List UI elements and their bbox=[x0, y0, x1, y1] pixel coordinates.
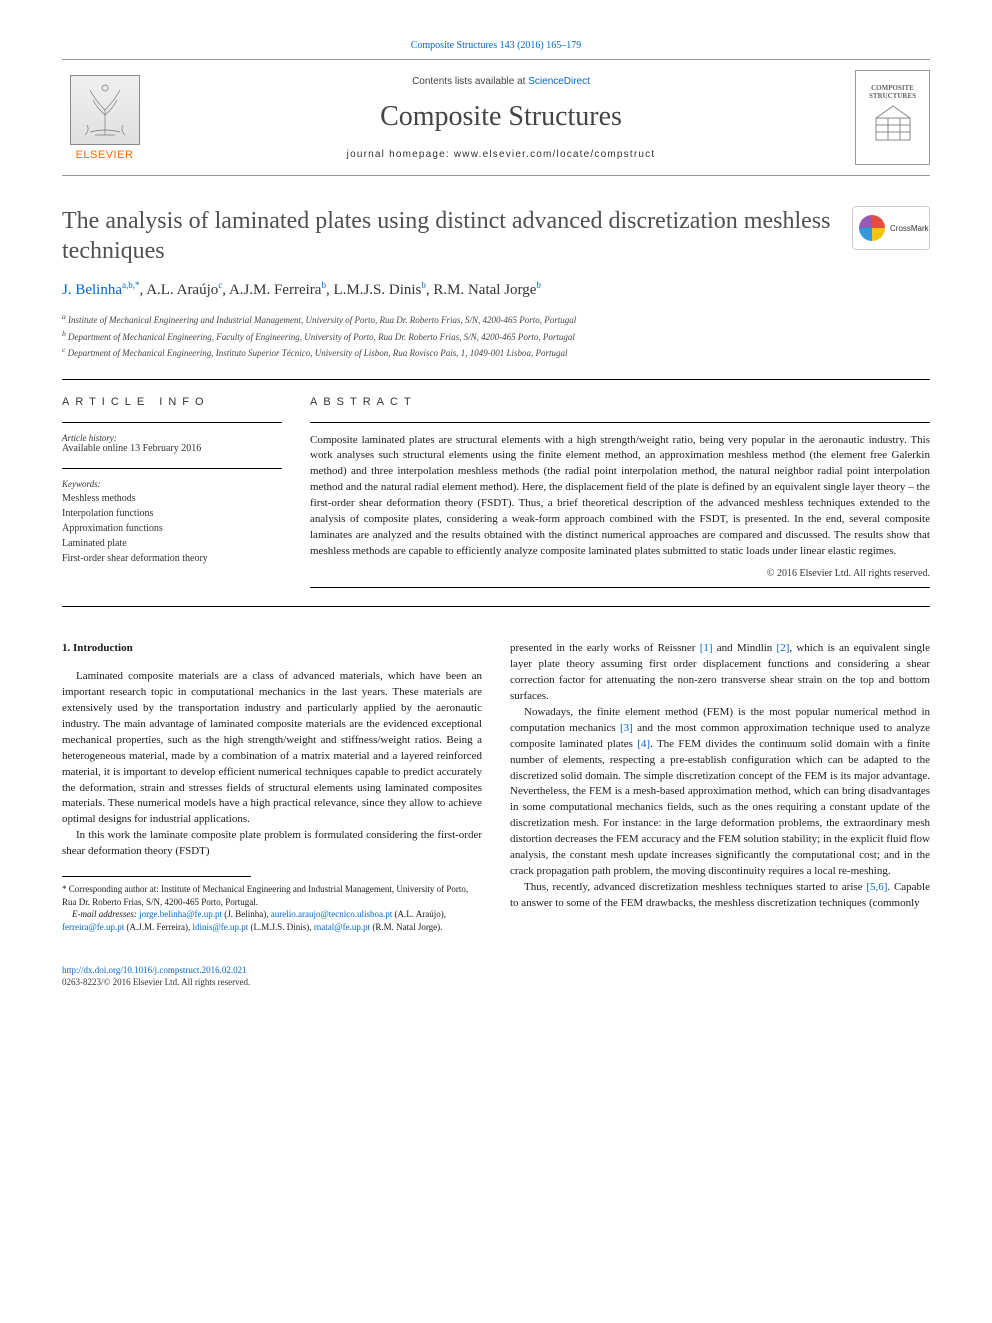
body-paragraph: presented in the early works of Reissner… bbox=[510, 641, 930, 705]
contents-line: Contents lists available at ScienceDirec… bbox=[147, 76, 855, 87]
body-paragraph: Thus, recently, advanced discretization … bbox=[510, 880, 930, 912]
keyword: Interpolation functions bbox=[62, 506, 282, 521]
crossmark-badge[interactable]: CrossMark bbox=[852, 206, 930, 250]
publisher-logo: ELSEVIER bbox=[62, 70, 147, 165]
body-columns: 1. Introduction Laminated composite mate… bbox=[62, 641, 930, 934]
email-link[interactable]: aurelio.araujo@tecnico.ulisboa.pt bbox=[271, 909, 393, 919]
ref-link[interactable]: [1] bbox=[700, 642, 713, 654]
keywords-label: Keywords: bbox=[62, 479, 282, 489]
email-link[interactable]: rnatal@fe.up.pt bbox=[314, 922, 370, 932]
affiliation: b Department of Mechanical Engineering, … bbox=[62, 328, 930, 345]
abstract-heading: ABSTRACT bbox=[310, 396, 930, 408]
article-title: The analysis of laminated plates using d… bbox=[62, 206, 836, 266]
email-footnote: E-mail addresses: jorge.belinha@fe.up.pt… bbox=[62, 908, 482, 933]
email-link[interactable]: ferreira@fe.up.pt bbox=[62, 922, 124, 932]
affiliation: a Institute of Mechanical Engineering an… bbox=[62, 311, 930, 328]
article-info-heading: ARTICLE INFO bbox=[62, 396, 282, 408]
keyword: Approximation functions bbox=[62, 521, 282, 536]
history-label: Article history: bbox=[62, 433, 282, 443]
doi-link[interactable]: http://dx.doi.org/10.1016/j.compstruct.2… bbox=[62, 965, 247, 975]
ref-link[interactable]: [3] bbox=[620, 722, 633, 734]
keyword: First-order shear deformation theory bbox=[62, 551, 282, 566]
elsevier-tree-icon bbox=[70, 75, 140, 145]
authors-line: J. Belinhaa,b,*, A.L. Araújoc, A.J.M. Fe… bbox=[62, 280, 930, 299]
journal-name: Composite Structures bbox=[147, 101, 855, 133]
email-link[interactable]: jorge.belinha@fe.up.pt bbox=[139, 909, 222, 919]
abstract-column: ABSTRACT Composite laminated plates are … bbox=[310, 380, 930, 589]
ref-link[interactable]: [5,6] bbox=[866, 881, 887, 893]
journal-header: ELSEVIER Contents lists available at Sci… bbox=[62, 59, 930, 176]
sciencedirect-link[interactable]: ScienceDirect bbox=[528, 76, 590, 87]
footnote-divider bbox=[62, 876, 251, 877]
author: R.M. Natal Jorge bbox=[433, 282, 536, 298]
body-paragraph: In this work the laminate composite plat… bbox=[62, 828, 482, 860]
affiliations: a Institute of Mechanical Engineering an… bbox=[62, 311, 930, 361]
journal-homepage: journal homepage: www.elsevier.com/locat… bbox=[147, 149, 855, 160]
journal-cover-icon: COMPOSITE STRUCTURES bbox=[855, 70, 930, 165]
keyword: Meshless methods bbox=[62, 491, 282, 506]
page-footer: http://dx.doi.org/10.1016/j.compstruct.2… bbox=[62, 964, 930, 989]
publisher-name: ELSEVIER bbox=[76, 149, 134, 161]
author[interactable]: J. Belinha bbox=[62, 282, 122, 298]
author: A.L. Araújo bbox=[146, 282, 218, 298]
corresponding-footnote: * Corresponding author at: Institute of … bbox=[62, 883, 482, 908]
history-value: Available online 13 February 2016 bbox=[62, 443, 282, 454]
body-paragraph: Laminated composite materials are a clas… bbox=[62, 669, 482, 828]
crossmark-label: CrossMark bbox=[890, 224, 929, 233]
ref-link[interactable]: [4] bbox=[637, 738, 650, 750]
abstract-copyright: © 2016 Elsevier Ltd. All rights reserved… bbox=[310, 568, 930, 579]
abstract-text: Composite laminated plates are structura… bbox=[310, 433, 930, 561]
citation-link[interactable]: Composite Structures 143 (2016) 165–179 bbox=[62, 40, 930, 51]
author: A.J.M. Ferreira bbox=[229, 282, 321, 298]
email-link[interactable]: ldinis@fe.up.pt bbox=[193, 922, 249, 932]
keywords-list: Meshless methods Interpolation functions… bbox=[62, 491, 282, 566]
affiliation: c Department of Mechanical Engineering, … bbox=[62, 344, 930, 361]
section-heading: 1. Introduction bbox=[62, 641, 482, 657]
ref-link[interactable]: [2] bbox=[777, 642, 790, 654]
issn-line: 0263-8223/© 2016 Elsevier Ltd. All right… bbox=[62, 976, 930, 989]
keyword: Laminated plate bbox=[62, 536, 282, 551]
article-info-column: ARTICLE INFO Article history: Available … bbox=[62, 380, 282, 589]
author: L.M.J.S. Dinis bbox=[333, 282, 421, 298]
crossmark-icon bbox=[859, 215, 885, 241]
body-paragraph: Nowadays, the finite element method (FEM… bbox=[510, 705, 930, 880]
